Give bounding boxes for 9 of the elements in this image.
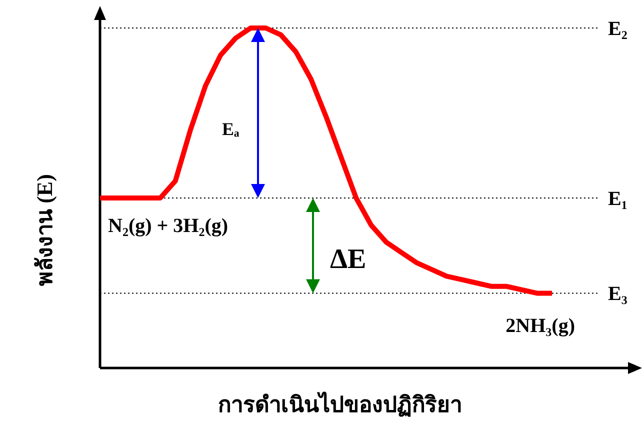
annotation: Eₐ [222, 119, 240, 139]
annotation: ΔE [330, 244, 366, 275]
annotation: N₂(g) + 3H₂(g) [108, 215, 228, 237]
ref-line-label: E₂ [608, 18, 628, 40]
ref-line-label: E₁ [608, 188, 628, 210]
y-axis-title: พลังงาน (E) [32, 174, 57, 286]
x-axis-title: การดำเนินไปของปฏิกิริยา [218, 391, 462, 417]
ref-line-label: E₃ [608, 283, 628, 306]
annotation: 2NH₃(g) [506, 315, 575, 337]
